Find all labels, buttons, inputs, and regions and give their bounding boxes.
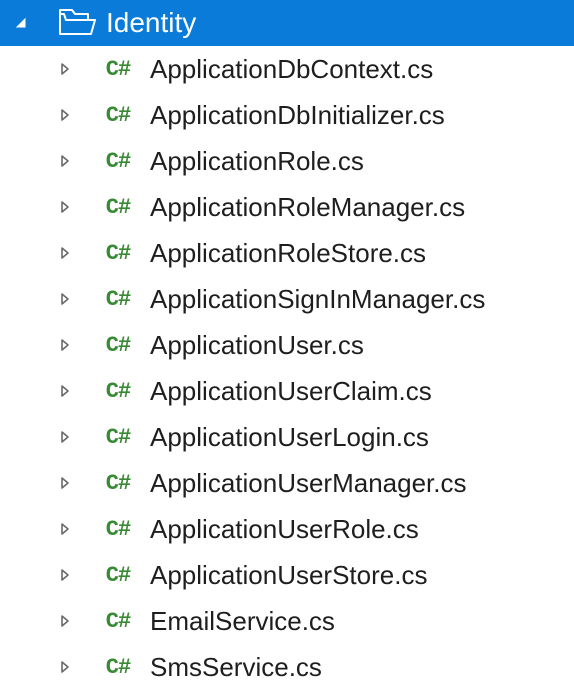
- csharp-icon: C#: [100, 609, 136, 634]
- file-label: ApplicationUserManager.cs: [150, 468, 467, 499]
- expand-arrow-icon[interactable]: [56, 382, 74, 400]
- expand-arrow-icon[interactable]: [56, 106, 74, 124]
- expand-arrow-icon[interactable]: [56, 428, 74, 446]
- file-label: SmsService.cs: [150, 652, 322, 683]
- expand-arrow-icon[interactable]: [56, 566, 74, 584]
- file-item[interactable]: C# ApplicationDbContext.cs: [0, 46, 574, 92]
- file-item[interactable]: C# ApplicationDbInitializer.cs: [0, 92, 574, 138]
- file-label: ApplicationUserLogin.cs: [150, 422, 429, 453]
- file-item[interactable]: C# ApplicationRoleManager.cs: [0, 184, 574, 230]
- csharp-icon: C#: [100, 471, 136, 496]
- folder-children: C# ApplicationDbContext.cs C# ApplicationDb…: [0, 46, 574, 690]
- csharp-icon: C#: [100, 517, 136, 542]
- file-item[interactable]: C# SmsService.cs: [0, 644, 574, 690]
- file-item[interactable]: C# ApplicationUserManager.cs: [0, 460, 574, 506]
- expand-arrow-icon[interactable]: [56, 198, 74, 216]
- file-label: ApplicationRoleManager.cs: [150, 192, 465, 223]
- expand-arrow-icon[interactable]: [56, 612, 74, 630]
- file-item[interactable]: C# ApplicationUserClaim.cs: [0, 368, 574, 414]
- file-label: ApplicationDbInitializer.cs: [150, 100, 445, 131]
- folder-label: Identity: [106, 7, 196, 39]
- file-item[interactable]: C# ApplicationSignInManager.cs: [0, 276, 574, 322]
- csharp-icon: C#: [100, 103, 136, 128]
- expand-arrow-icon[interactable]: [56, 336, 74, 354]
- file-item[interactable]: C# ApplicationUserLogin.cs: [0, 414, 574, 460]
- file-label: ApplicationDbContext.cs: [150, 54, 433, 85]
- csharp-icon: C#: [100, 379, 136, 404]
- csharp-icon: C#: [100, 149, 136, 174]
- csharp-icon: C#: [100, 425, 136, 450]
- file-label: ApplicationUserRole.cs: [150, 514, 419, 545]
- solution-explorer-tree: Identity C# ApplicationDbContext.cs C# Appl…: [0, 0, 574, 690]
- folder-open-icon: [58, 7, 96, 39]
- file-label: ApplicationRoleStore.cs: [150, 238, 426, 269]
- csharp-icon: C#: [100, 287, 136, 312]
- file-item[interactable]: C# ApplicationRole.cs: [0, 138, 574, 184]
- expand-arrow-icon[interactable]: [56, 520, 74, 538]
- file-label: ApplicationUserStore.cs: [150, 560, 427, 591]
- file-label: ApplicationUser.cs: [150, 330, 364, 361]
- csharp-icon: C#: [100, 57, 136, 82]
- file-label: EmailService.cs: [150, 606, 335, 637]
- csharp-icon: C#: [100, 333, 136, 358]
- folder-identity[interactable]: Identity: [0, 0, 574, 46]
- file-item[interactable]: C# ApplicationUser.cs: [0, 322, 574, 368]
- file-label: ApplicationSignInManager.cs: [150, 284, 485, 315]
- expand-arrow-icon[interactable]: [56, 60, 74, 78]
- csharp-icon: C#: [100, 655, 136, 680]
- csharp-icon: C#: [100, 195, 136, 220]
- file-item[interactable]: C# EmailService.cs: [0, 598, 574, 644]
- expand-arrow-icon[interactable]: [56, 152, 74, 170]
- csharp-icon: C#: [100, 563, 136, 588]
- file-item[interactable]: C# ApplicationUserStore.cs: [0, 552, 574, 598]
- expand-arrow-icon[interactable]: [56, 658, 74, 676]
- expand-arrow-icon[interactable]: [56, 290, 74, 308]
- file-item[interactable]: C# ApplicationRoleStore.cs: [0, 230, 574, 276]
- expand-arrow-icon[interactable]: [56, 474, 74, 492]
- expand-arrow-icon[interactable]: [12, 14, 30, 32]
- file-item[interactable]: C# ApplicationUserRole.cs: [0, 506, 574, 552]
- csharp-icon: C#: [100, 241, 136, 266]
- file-label: ApplicationRole.cs: [150, 146, 364, 177]
- file-label: ApplicationUserClaim.cs: [150, 376, 432, 407]
- expand-arrow-icon[interactable]: [56, 244, 74, 262]
